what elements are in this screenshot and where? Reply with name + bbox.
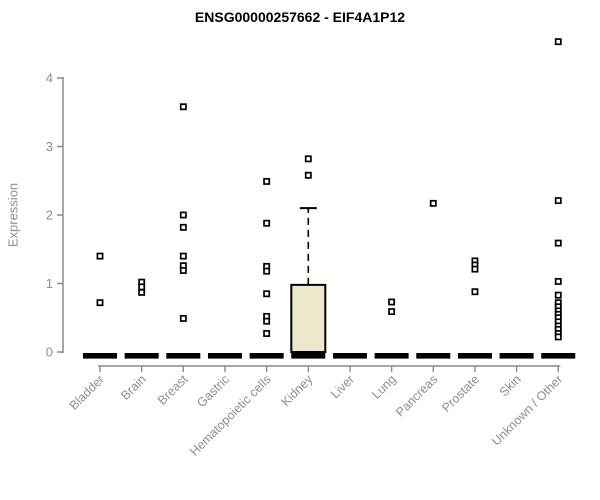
outlier-point bbox=[179, 223, 187, 231]
outlier-point bbox=[554, 239, 562, 247]
outlier-point bbox=[138, 283, 146, 291]
category-tick-label: Kidney bbox=[278, 372, 315, 409]
outlier-point bbox=[96, 299, 104, 307]
outlier-point bbox=[96, 252, 104, 260]
median-bar bbox=[332, 353, 367, 359]
outlier-point bbox=[471, 265, 479, 273]
outlier-point bbox=[179, 252, 187, 260]
median-bar bbox=[457, 353, 492, 359]
outlier-point bbox=[554, 291, 562, 299]
category-tick-label: Pancreas bbox=[393, 372, 440, 419]
y-axis-tick-label: 3 bbox=[46, 139, 53, 154]
category-tick-label: Lung bbox=[369, 372, 399, 402]
median-bar bbox=[166, 353, 201, 359]
outlier-point bbox=[263, 330, 271, 337]
outlier-point bbox=[263, 177, 271, 185]
box-iqr bbox=[290, 283, 327, 353]
outlier-point bbox=[471, 288, 479, 296]
category-tick-label: Gastric bbox=[194, 372, 232, 410]
outlier-point bbox=[263, 290, 271, 298]
outlier-point bbox=[554, 333, 562, 341]
y-axis-tick-label: 4 bbox=[46, 71, 53, 86]
outlier-point bbox=[304, 171, 312, 179]
median-bar bbox=[249, 353, 284, 359]
median-bar bbox=[416, 353, 451, 359]
outlier-point bbox=[554, 38, 562, 46]
chart-title: ENSG00000257662 - EIF4A1P12 bbox=[194, 9, 406, 25]
outlier-point bbox=[263, 317, 271, 325]
category-tick-label: Breast bbox=[155, 372, 191, 408]
category-tick-label: Hematopoietic cells bbox=[187, 372, 274, 459]
outlier-point bbox=[263, 219, 271, 227]
median-bar bbox=[541, 353, 576, 359]
median-bar bbox=[374, 353, 409, 359]
category-tick-label: Bladder bbox=[67, 372, 107, 412]
median-bar bbox=[499, 353, 534, 359]
outlier-point bbox=[388, 308, 396, 316]
outlier-point bbox=[554, 277, 562, 285]
outlier-point bbox=[554, 197, 562, 205]
category-tick-label: Prostate bbox=[439, 372, 482, 415]
category-tick-label: Skin bbox=[497, 372, 524, 399]
category-tick-label: Liver bbox=[328, 372, 357, 401]
median-bar bbox=[291, 353, 326, 359]
outlier-point bbox=[304, 155, 312, 163]
y-axis-tick-label: 2 bbox=[46, 208, 53, 223]
median-bar bbox=[124, 353, 159, 359]
y-axis-tick-label: 1 bbox=[46, 276, 53, 291]
median-bar bbox=[83, 353, 117, 359]
outlier-point bbox=[263, 267, 271, 275]
outlier-point bbox=[138, 288, 146, 296]
category-tick-label: Brain bbox=[118, 372, 149, 403]
outlier-point bbox=[179, 103, 187, 111]
median-bar bbox=[207, 353, 242, 359]
y-axis-tick-label: 0 bbox=[46, 345, 53, 360]
outlier-point bbox=[429, 199, 437, 207]
outlier-point bbox=[179, 314, 187, 322]
category-tick-label: Unknown / Other bbox=[489, 372, 565, 448]
outlier-point bbox=[179, 211, 187, 219]
outlier-point bbox=[388, 298, 396, 306]
outlier-point bbox=[179, 267, 187, 274]
